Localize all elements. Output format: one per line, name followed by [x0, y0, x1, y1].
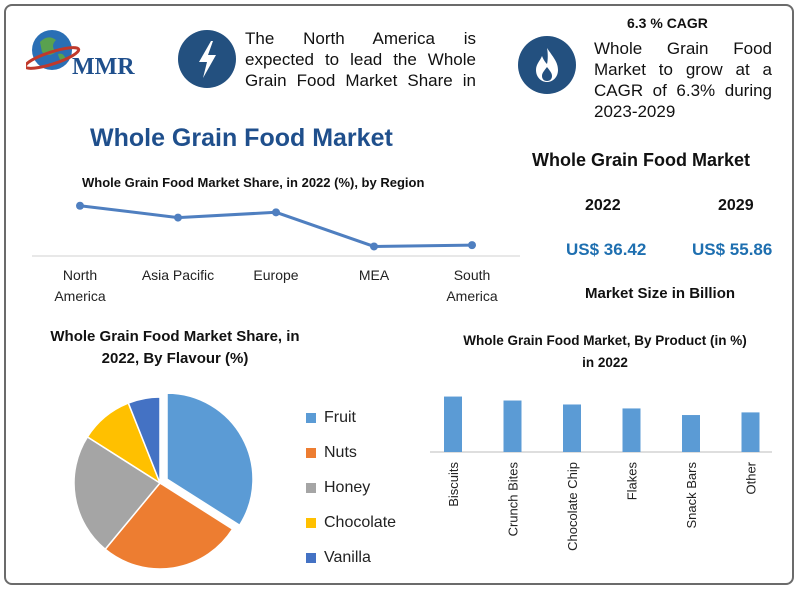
- legend-label-nuts: Nuts: [324, 443, 357, 461]
- tick-label-north-america-0: North: [63, 267, 97, 283]
- product-chart-title: Whole Grain Food Market, By Product (in …: [463, 333, 747, 370]
- bar-other: [741, 412, 760, 452]
- legend-swatch-honey: [306, 482, 316, 493]
- region-line-chart: North America Asia Pacific Europe MEA South Am…: [32, 201, 520, 304]
- legend-swatch-nuts: [306, 447, 316, 458]
- flavour-chart-title: Whole Grain Food Market Share, in 2022, …: [50, 328, 300, 367]
- tick-label-asia-pacific: Asia Pacific: [142, 267, 214, 283]
- value-2029: US$ 55.86: [692, 240, 773, 259]
- logo: MMR: [22, 22, 142, 86]
- legend-item-vanilla: Vanilla: [306, 540, 396, 575]
- market-size-title: Whole Grain Food Market: [532, 150, 751, 170]
- region-chart-title: Whole Grain Food Market Share, in 2022 (…: [82, 175, 425, 190]
- product-bar-chart: Biscuits Crunch Bites Chocolate Chip Flakes…: [430, 396, 772, 551]
- legend-label-fruit: Fruit: [324, 408, 356, 426]
- market-size-caption: Market Size in Billion: [585, 285, 736, 302]
- pie-slice-nuts: [104, 482, 234, 570]
- legend-swatch-chocolate: [306, 517, 316, 528]
- legend-label-honey: Honey: [324, 478, 371, 496]
- region-callout-text: The North America is expected to lead th…: [245, 29, 476, 90]
- logo-text: MMR: [72, 54, 135, 80]
- point-south-america: [468, 241, 476, 250]
- tick-label-flakes: Flakes: [625, 462, 640, 501]
- year-2022: 2022: [585, 197, 621, 214]
- tick-label-north-america-1: America: [54, 288, 106, 304]
- lightning-icon: [199, 41, 216, 78]
- legend-item-honey: Honey: [306, 470, 396, 505]
- legend-item-fruit: Fruit: [306, 400, 396, 435]
- pie-slice-vanilla: [127, 396, 161, 484]
- year-2029: 2029: [718, 197, 754, 214]
- legend-label-vanilla: Vanilla: [324, 548, 371, 566]
- legend-item-chocolate: Chocolate: [306, 505, 396, 540]
- cagr-heading: 6.3 % CAGR: [627, 15, 708, 31]
- bar-biscuits: [444, 396, 462, 452]
- point-europe: [272, 208, 280, 217]
- bar-snack-bars: [682, 415, 700, 452]
- flame-icon-circle: [518, 36, 576, 94]
- lightning-icon-circle: [178, 30, 236, 88]
- tick-label-biscuits: Biscuits: [446, 462, 461, 507]
- flavour-pie-chart: [73, 392, 254, 570]
- flavour-legend: Fruit Nuts Honey Chocolate Vanilla: [306, 400, 396, 575]
- flame-icon: [536, 48, 558, 82]
- tick-label-chocolate-chip: Chocolate Chip: [565, 462, 580, 551]
- bar-chocolate-chip: [563, 404, 581, 452]
- point-north-america: [76, 201, 84, 210]
- value-2022: US$ 36.42: [566, 240, 647, 259]
- tick-label-crunch-bites: Crunch Bites: [506, 462, 521, 537]
- cagr-callout-text: Whole Grain Food Market to grow at a CAG…: [594, 39, 772, 121]
- legend-swatch-vanilla: [306, 552, 316, 563]
- tick-label-snack-bars: Snack Bars: [684, 462, 699, 529]
- tick-label-other: Other: [744, 461, 759, 494]
- point-mea: [370, 242, 378, 251]
- legend-item-nuts: Nuts: [306, 435, 396, 470]
- point-asia-pacific: [174, 213, 182, 222]
- main-title: Whole Grain Food Market: [90, 124, 393, 152]
- tick-label-south-america-0: South: [454, 267, 491, 283]
- tick-label-mea: MEA: [359, 267, 390, 283]
- bar-flakes: [622, 408, 641, 452]
- bar-crunch-bites: [503, 400, 522, 452]
- tick-label-south-america-1: America: [446, 288, 498, 304]
- pie-slice-fruit: [166, 392, 254, 527]
- globe-icon: [26, 30, 81, 70]
- pie-slice-honey: [73, 435, 162, 551]
- legend-swatch-fruit: [306, 412, 316, 423]
- legend-label-chocolate: Chocolate: [324, 513, 397, 531]
- tick-label-europe: Europe: [253, 267, 298, 283]
